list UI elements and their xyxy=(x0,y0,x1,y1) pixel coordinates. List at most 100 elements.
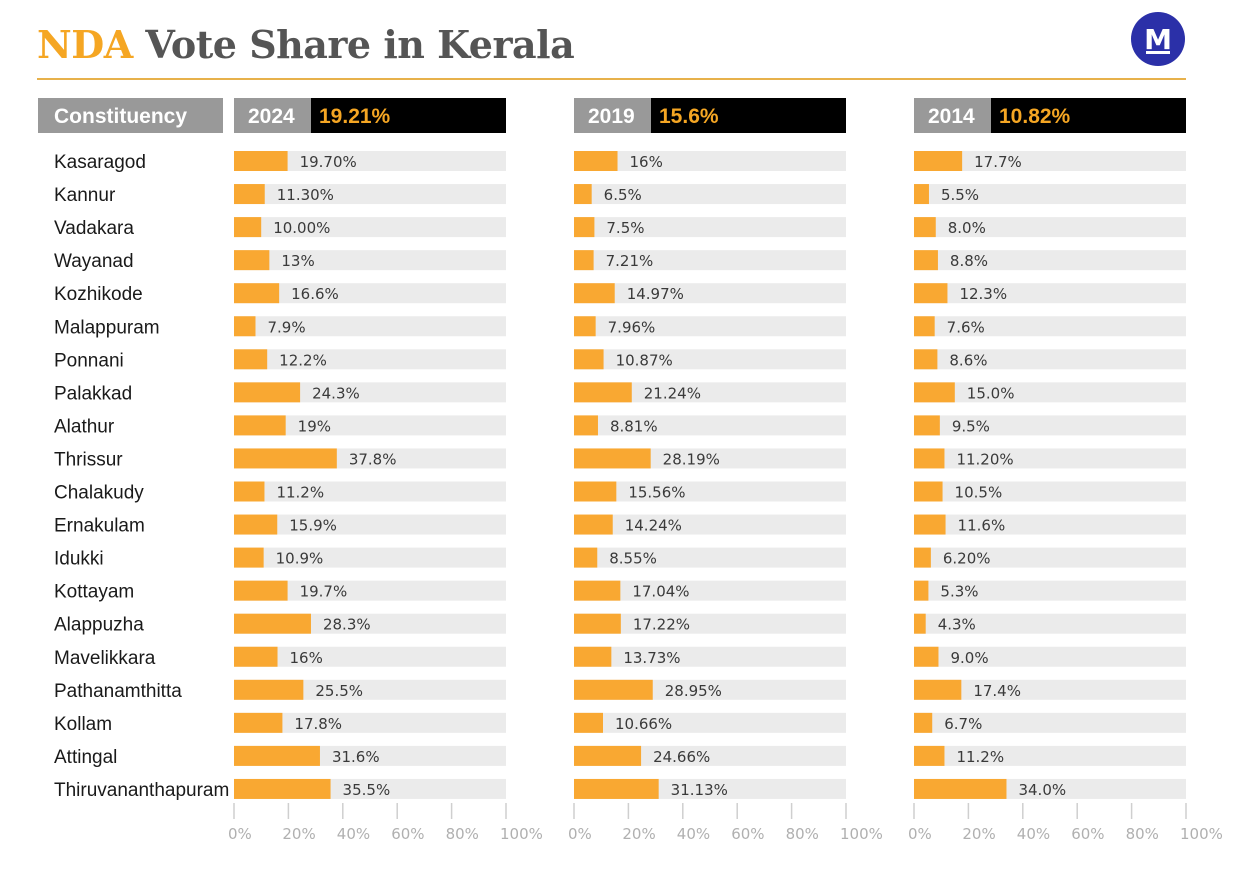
bar-track xyxy=(574,712,846,733)
bar xyxy=(914,481,943,502)
tick-label: 60% xyxy=(731,825,764,843)
bar xyxy=(234,151,288,171)
category-label: Kollam xyxy=(54,714,112,735)
bar xyxy=(574,481,617,502)
bar xyxy=(234,778,331,799)
bar xyxy=(574,250,594,271)
data-label: 9.5% xyxy=(952,417,990,435)
tick-label: 60% xyxy=(391,825,424,843)
bar xyxy=(574,415,598,436)
bar-track xyxy=(914,448,1186,469)
category-label: Kozhikode xyxy=(54,284,143,305)
tick-label: 20% xyxy=(622,825,655,843)
data-label: 10.9% xyxy=(276,550,324,568)
category-label: Wayanad xyxy=(54,251,134,272)
data-label: 11.20% xyxy=(956,450,1013,468)
data-label: 17.04% xyxy=(632,583,689,601)
tick-label: 80% xyxy=(446,825,479,843)
bar-track xyxy=(574,547,846,568)
bar xyxy=(574,184,592,205)
data-label: 8.81% xyxy=(610,417,658,435)
bar xyxy=(234,217,262,238)
data-label: 10.66% xyxy=(615,715,672,733)
data-label: 31.6% xyxy=(332,748,380,766)
data-label: 25.5% xyxy=(315,682,363,700)
bar xyxy=(234,316,256,337)
tick-label: 40% xyxy=(1017,825,1050,843)
bar-track xyxy=(234,415,506,436)
data-label: 14.24% xyxy=(625,517,682,535)
bar-track xyxy=(574,283,846,304)
bar-track xyxy=(914,580,1186,601)
category-label: Kottayam xyxy=(54,582,134,603)
series-year-label: 2024 xyxy=(248,105,295,128)
bar xyxy=(914,547,931,568)
tick-label: 80% xyxy=(1126,825,1159,843)
category-label: Ponnani xyxy=(54,350,124,371)
bar-track xyxy=(234,547,506,568)
series-header-total-bg xyxy=(991,98,1186,133)
bar xyxy=(914,712,933,733)
bar-track xyxy=(574,382,846,403)
bar-track xyxy=(574,151,846,171)
bar xyxy=(234,184,265,205)
title-accent: NDA xyxy=(37,22,133,67)
category-label: Alathur xyxy=(54,416,115,437)
data-label: 11.2% xyxy=(956,748,1004,766)
category-label: Ernakulam xyxy=(54,516,145,537)
bar-track xyxy=(574,613,846,634)
category-label: Vadakara xyxy=(54,218,134,239)
title-underline xyxy=(37,78,1186,80)
bar xyxy=(914,217,936,238)
data-label: 6.5% xyxy=(604,186,642,204)
bar-track xyxy=(234,514,506,535)
category-label: Thiruvananthapuram xyxy=(54,780,229,801)
tick-label: 100% xyxy=(500,825,543,843)
data-label: 10.00% xyxy=(273,219,330,237)
bar-track xyxy=(234,349,506,370)
bar-track xyxy=(574,481,846,502)
bar xyxy=(914,580,929,601)
category-label: Malappuram xyxy=(54,317,160,338)
data-label: 13.73% xyxy=(623,649,680,667)
category-header-label: Constituency xyxy=(54,105,187,128)
bar xyxy=(234,547,264,568)
data-label: 7.6% xyxy=(947,318,985,336)
data-label: 5.3% xyxy=(940,583,978,601)
data-label: 7.96% xyxy=(608,318,656,336)
data-label: 16% xyxy=(630,153,663,171)
bar xyxy=(574,217,595,238)
bar-track xyxy=(234,184,506,205)
bar-track xyxy=(574,184,846,205)
series-total-label: 10.82% xyxy=(999,105,1071,128)
bar xyxy=(234,481,265,502)
bar xyxy=(574,514,613,535)
bar xyxy=(914,613,926,634)
data-label: 7.21% xyxy=(606,252,654,270)
data-label: 19.70% xyxy=(300,153,357,171)
series-header-total-bg xyxy=(651,98,846,133)
tick-label: 0% xyxy=(228,825,252,843)
bar-track xyxy=(574,745,846,766)
bar xyxy=(234,415,286,436)
bar xyxy=(234,580,288,601)
bar-track xyxy=(234,217,506,238)
data-label: 24.66% xyxy=(653,748,710,766)
bar-track xyxy=(234,250,506,271)
bar xyxy=(914,415,940,436)
data-label: 12.3% xyxy=(959,285,1007,303)
data-label: 28.95% xyxy=(665,682,722,700)
bar xyxy=(574,382,632,403)
data-label: 8.55% xyxy=(609,550,657,568)
category-label: Mavelikkara xyxy=(54,648,156,669)
category-label: Kannur xyxy=(54,185,116,206)
category-label: Pathanamthitta xyxy=(54,681,182,702)
bar xyxy=(234,613,311,634)
bar xyxy=(234,646,278,667)
bar xyxy=(914,679,962,700)
data-label: 10.87% xyxy=(616,351,673,369)
data-label: 17.4% xyxy=(973,682,1021,700)
data-label: 15.0% xyxy=(967,384,1015,402)
bar xyxy=(574,580,621,601)
data-label: 24.3% xyxy=(312,384,360,402)
